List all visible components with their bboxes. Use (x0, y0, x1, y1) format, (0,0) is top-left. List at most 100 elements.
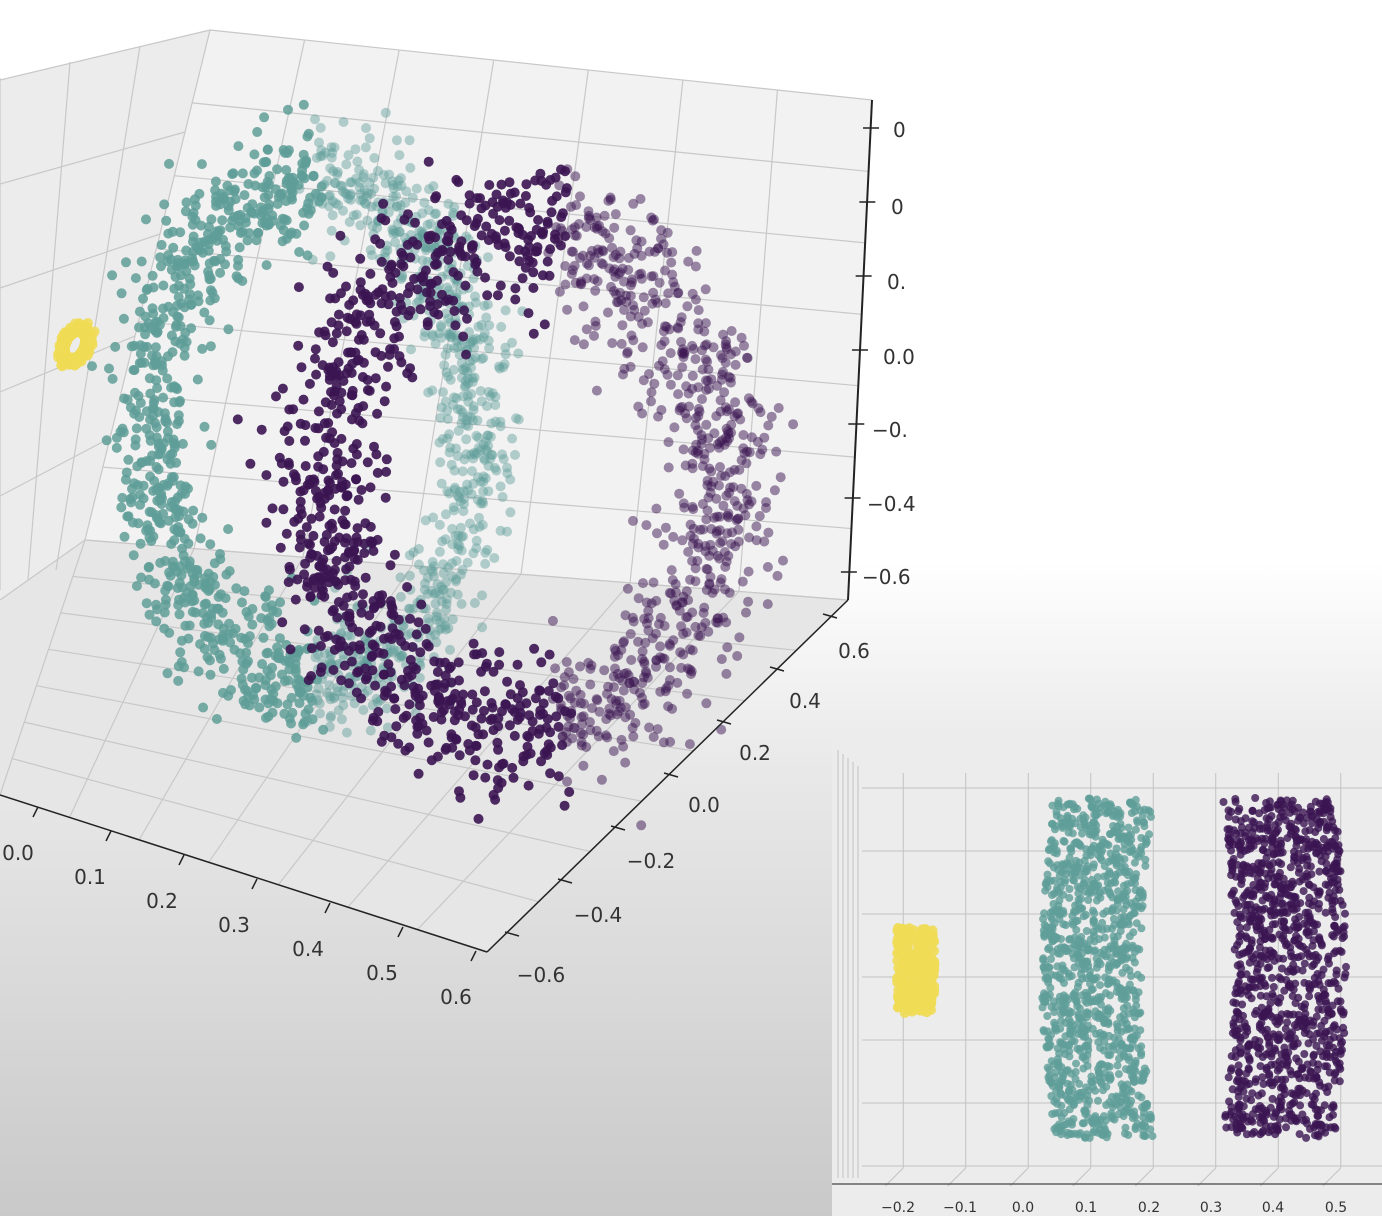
scatter-point (389, 693, 399, 704)
scatter-point (381, 381, 392, 392)
scatter-point (542, 216, 553, 227)
scatter-point (336, 675, 347, 686)
scatter-point (452, 404, 463, 415)
scatter-point (496, 321, 507, 332)
scatter-point (380, 178, 391, 189)
scatter-point (218, 234, 228, 245)
scatter-point (422, 317, 433, 328)
scatter-point (323, 484, 334, 495)
scatter-point (466, 412, 476, 423)
scatter-point (159, 408, 170, 419)
scatter-point (467, 373, 478, 384)
scatter-point (687, 607, 698, 618)
scatter-point (180, 556, 190, 567)
scatter-point (356, 607, 367, 618)
scatter-point (138, 293, 148, 304)
scatter-point (438, 559, 448, 570)
scatter-point (326, 225, 337, 236)
scatter-point (448, 502, 459, 513)
scatter-point (718, 612, 729, 623)
scatter-point (564, 787, 575, 797)
main-scatter-points (53, 99, 799, 831)
scatter-point (352, 554, 363, 565)
scatter-point (437, 596, 448, 607)
scatter-point (361, 123, 371, 133)
scatter-point (202, 652, 213, 663)
scatter-point (511, 413, 522, 424)
inset-scatter-point (1049, 900, 1058, 908)
scatter-point (298, 149, 309, 160)
scatter-point (192, 374, 203, 385)
scatter-point (338, 117, 349, 127)
inset-scatter-point (1099, 1046, 1108, 1055)
scatter-point (615, 287, 626, 298)
scatter-point (315, 561, 326, 572)
scatter-point (667, 703, 678, 714)
inset-scatter-point (1072, 856, 1081, 865)
x-tick-mark (251, 878, 258, 890)
scatter-point (466, 449, 477, 460)
scatter-point (404, 699, 415, 710)
scatter-point (484, 320, 495, 331)
inset-scatter-point (914, 985, 925, 996)
scatter-point (618, 369, 628, 380)
x-tick-mark (178, 854, 185, 866)
scatter-point (163, 351, 173, 362)
scatter-point (434, 546, 445, 557)
scatter-point (315, 151, 326, 162)
scatter-point (701, 698, 712, 709)
scatter-point (372, 408, 383, 419)
scatter-point (535, 724, 546, 735)
scatter-point (726, 419, 737, 430)
scatter-point (368, 712, 379, 723)
scatter-point (176, 635, 187, 646)
scatter-point (299, 220, 310, 231)
scatter-point (494, 361, 504, 372)
scatter-point (324, 691, 335, 702)
scatter-point (372, 534, 383, 545)
scatter-point (557, 208, 568, 219)
scatter-point (471, 430, 482, 441)
scatter-point (542, 750, 553, 760)
scatter-point (410, 217, 420, 228)
y-tick-mark (716, 719, 732, 725)
scatter-point (274, 452, 285, 463)
scatter-point (405, 162, 416, 173)
scatter-point (317, 360, 328, 371)
scatter-point (187, 606, 198, 617)
scatter-point (135, 340, 146, 351)
scatter-point (734, 464, 745, 475)
scatter-point (460, 419, 471, 430)
scatter-point (682, 688, 693, 699)
scatter-point (351, 449, 362, 460)
inset-scatter-point (1086, 846, 1095, 855)
scatter-point (388, 180, 398, 190)
scatter-point (454, 750, 465, 761)
scatter-point (444, 447, 455, 458)
scatter-point (324, 520, 335, 531)
scatter-point (261, 157, 272, 167)
scatter-point (107, 373, 118, 384)
inset-scatter-point (1089, 1119, 1098, 1128)
scatter-point (688, 344, 699, 354)
scatter-point (607, 242, 617, 253)
scatter-point (469, 649, 480, 660)
scatter-point (601, 714, 612, 725)
scatter-point (328, 166, 339, 177)
scatter-point (702, 375, 713, 386)
scatter-point (722, 642, 733, 653)
scatter-point (759, 536, 770, 547)
scatter-point (720, 584, 730, 595)
scatter-point (523, 780, 534, 791)
scatter-point (641, 597, 652, 608)
inset-scatter-point (1054, 949, 1063, 958)
inset-scatter-point (926, 994, 937, 1005)
scatter-point (441, 509, 451, 520)
inset-scatter-point (1109, 914, 1118, 923)
scatter-point (233, 273, 244, 284)
scatter-point (514, 712, 525, 723)
scatter-point (610, 645, 621, 656)
inset-scatter-point (1073, 1044, 1082, 1053)
scatter-point (307, 696, 318, 706)
inset-scatter-point (1082, 927, 1091, 935)
